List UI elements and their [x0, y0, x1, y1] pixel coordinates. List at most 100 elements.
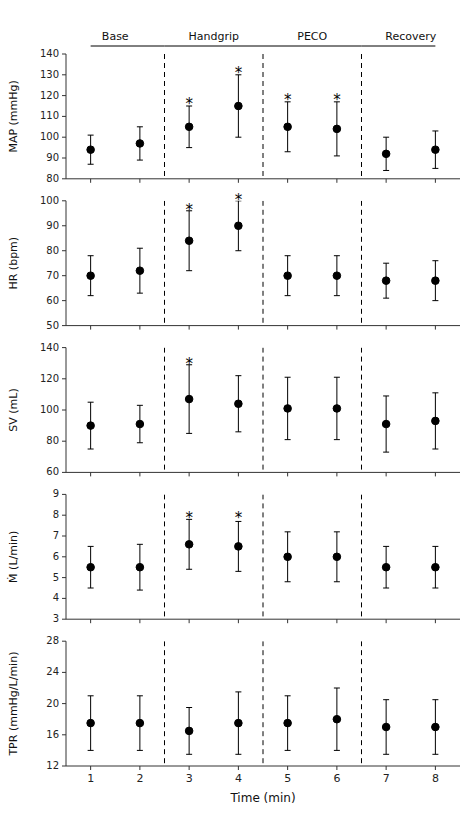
- phase-divider: [263, 641, 264, 766]
- plot-area: [87, 348, 439, 473]
- error-bar-cap: [137, 405, 143, 406]
- phase-divider: [164, 494, 165, 619]
- x-tick: [336, 326, 337, 330]
- error-bar-cap: [235, 375, 241, 376]
- point: [284, 405, 292, 413]
- y-tick: [62, 250, 66, 251]
- point: [333, 715, 341, 723]
- error-bar-cap: [334, 439, 340, 440]
- significance-marker: *: [185, 509, 193, 527]
- significance-marker: *: [333, 91, 341, 109]
- error-bar: [137, 405, 143, 442]
- y-tick-label: 80: [46, 245, 59, 256]
- error-bar-cap: [432, 449, 438, 450]
- error-bar-cap: [88, 164, 94, 165]
- error-bar-cap: [285, 439, 291, 440]
- y-tick: [62, 672, 66, 673]
- error-bar: [137, 248, 143, 293]
- significance-marker: *: [235, 509, 243, 527]
- x-tick: [238, 472, 239, 476]
- x-tick: [336, 472, 337, 476]
- error-bar-cap: [186, 707, 192, 708]
- error-bar-cap: [88, 295, 94, 296]
- significance-marker: *: [235, 191, 243, 209]
- y-tick: [62, 275, 66, 276]
- point: [136, 719, 144, 727]
- point: [136, 420, 144, 428]
- point: [136, 563, 144, 571]
- y-tick: [62, 641, 66, 642]
- point: [235, 543, 243, 551]
- point: [333, 272, 341, 280]
- error-bar-cap: [432, 300, 438, 301]
- error-bar-cap: [88, 588, 94, 589]
- x-tick: [386, 766, 387, 770]
- y-tick: [62, 54, 66, 55]
- point: [432, 146, 440, 154]
- error-bar-cap: [88, 402, 94, 403]
- error-bar-cap: [285, 377, 291, 378]
- y-tick-label: 120: [40, 373, 59, 384]
- error-bar-cap: [235, 754, 241, 755]
- y-tick-label: 90: [46, 220, 59, 231]
- y-tick: [62, 472, 66, 473]
- error-bar-cap: [383, 170, 389, 171]
- y-tick-label: 80: [46, 435, 59, 446]
- error-bar-cap: [383, 298, 389, 299]
- phase-divider: [361, 348, 362, 473]
- error-bar-cap: [334, 155, 340, 156]
- y-tick-label: 3: [53, 613, 59, 624]
- y-tick-label: 90: [46, 152, 59, 163]
- y-tick: [62, 441, 66, 442]
- x-tick: [238, 619, 239, 623]
- y-tick: [62, 158, 66, 159]
- error-bar-cap: [334, 531, 340, 532]
- error-bar: [235, 521, 241, 571]
- chart: 8090100110120130140MAP (mmHg)****BaseHan…: [0, 0, 474, 816]
- significance-marker: *: [185, 355, 193, 373]
- point: [382, 563, 390, 571]
- y-tick: [62, 577, 66, 578]
- x-tick-label: 2: [136, 772, 143, 785]
- y-axis-label: TPR (mmHg/L/min): [7, 652, 20, 757]
- error-bar: [285, 377, 291, 439]
- plot-area: [87, 201, 439, 326]
- y-tick: [62, 347, 66, 348]
- x-tick-label: 3: [186, 772, 193, 785]
- error-bar-cap: [432, 260, 438, 261]
- error-bar-cap: [88, 135, 94, 136]
- x-tick: [139, 619, 140, 623]
- y-tick-label: 140: [40, 342, 59, 353]
- y-tick: [62, 116, 66, 117]
- point: [333, 405, 341, 413]
- error-bar-cap: [285, 750, 291, 751]
- phase-bracket: [362, 46, 436, 47]
- y-tick-label: 140: [40, 48, 59, 59]
- phase-label: Handgrip: [188, 30, 239, 43]
- error-bar: [235, 376, 241, 432]
- point: [87, 146, 95, 154]
- error-bar-cap: [432, 168, 438, 169]
- x-tick: [386, 179, 387, 183]
- x-tick: [287, 472, 288, 476]
- y-tick: [62, 598, 66, 599]
- x-tick: [435, 472, 436, 476]
- error-bar-cap: [432, 588, 438, 589]
- phase-divider: [263, 348, 264, 473]
- error-bar: [383, 137, 389, 170]
- y-tick-label: 4: [53, 592, 59, 603]
- error-bar-cap: [137, 126, 143, 127]
- significance-marker: *: [235, 64, 243, 82]
- error-bar: [88, 402, 94, 449]
- x-tick: [90, 326, 91, 330]
- x-tick-label: 4: [235, 772, 242, 785]
- y-tick-label: 50: [46, 320, 59, 331]
- y-tick-label: 20: [46, 698, 59, 709]
- error-bar-cap: [432, 754, 438, 755]
- error-bar-cap: [285, 695, 291, 696]
- plot-area: [87, 494, 439, 619]
- y-tick: [62, 703, 66, 704]
- x-tick: [386, 472, 387, 476]
- error-bar-cap: [285, 531, 291, 532]
- x-tick: [287, 766, 288, 770]
